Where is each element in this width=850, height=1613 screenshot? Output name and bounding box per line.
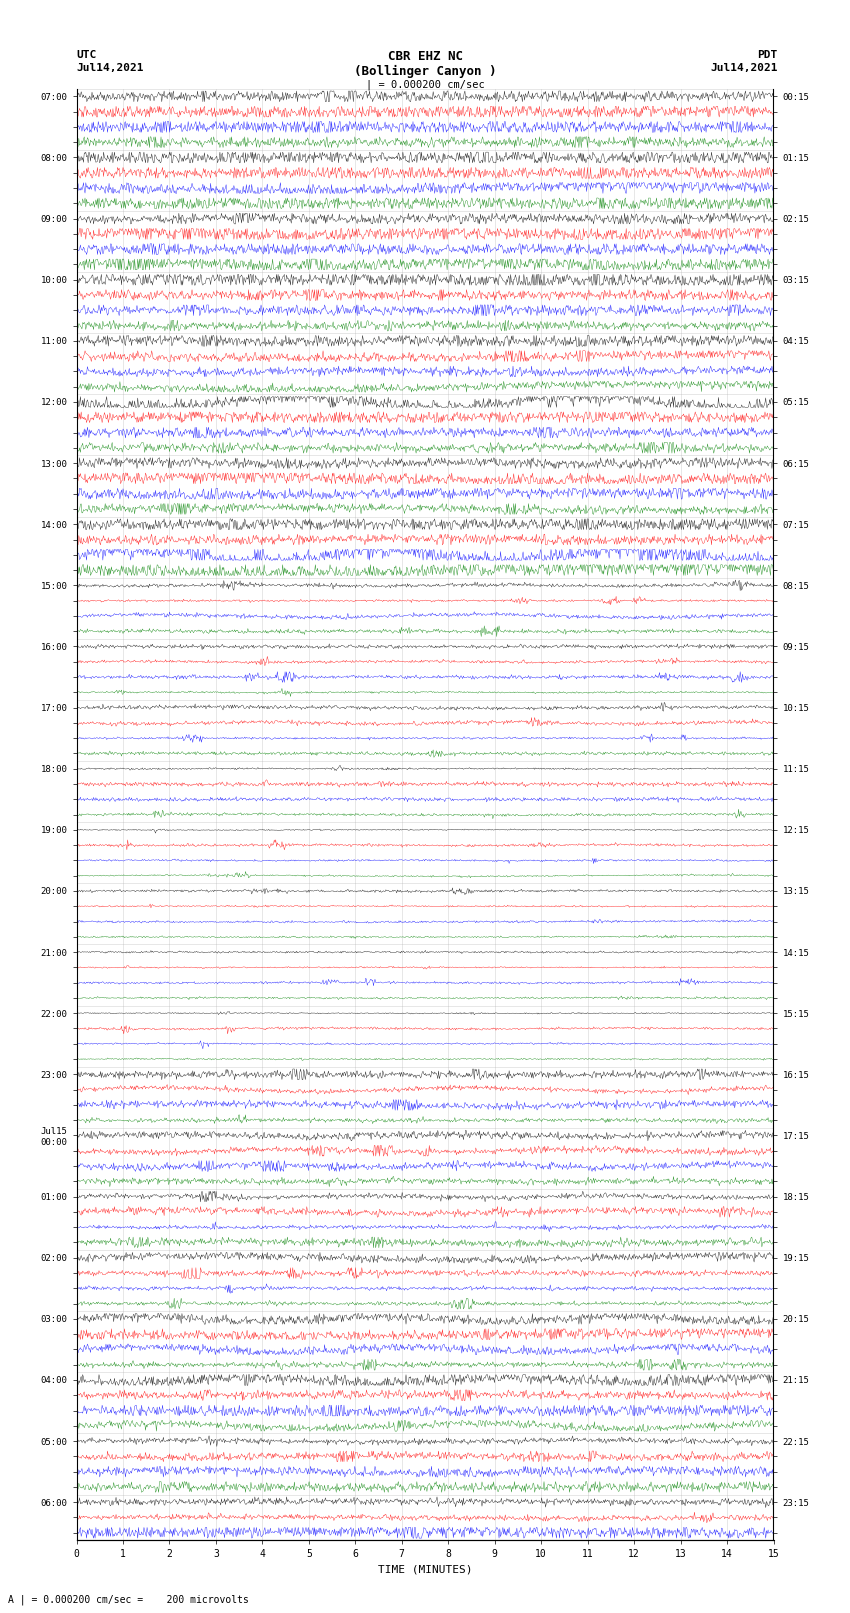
Text: Jul14,2021: Jul14,2021 — [76, 63, 144, 73]
Text: UTC: UTC — [76, 50, 97, 60]
Text: PDT: PDT — [757, 50, 778, 60]
Text: (Bollinger Canyon ): (Bollinger Canyon ) — [354, 65, 496, 77]
Text: A | = 0.000200 cm/sec =    200 microvolts: A | = 0.000200 cm/sec = 200 microvolts — [8, 1594, 249, 1605]
Text: CBR EHZ NC: CBR EHZ NC — [388, 50, 462, 63]
Text: | = 0.000200 cm/sec: | = 0.000200 cm/sec — [366, 79, 484, 90]
Text: Jul14,2021: Jul14,2021 — [711, 63, 778, 73]
X-axis label: TIME (MINUTES): TIME (MINUTES) — [377, 1565, 473, 1574]
